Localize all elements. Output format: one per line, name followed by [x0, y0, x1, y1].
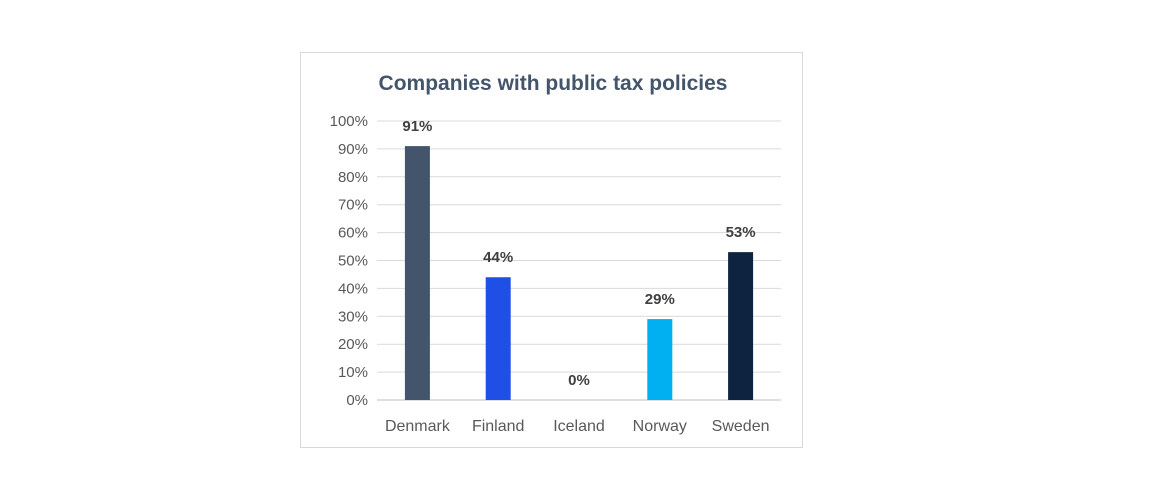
- y-tick-label: 60%: [338, 225, 368, 242]
- data-label-finland: 44%: [483, 249, 513, 266]
- x-tick-label-sweden: Sweden: [712, 418, 770, 435]
- y-tick-label: 30%: [338, 308, 368, 325]
- data-label-denmark: 91%: [402, 118, 432, 135]
- y-tick-label: 10%: [338, 364, 368, 381]
- x-tick-label-denmark: Denmark: [385, 418, 451, 435]
- bar-chart: Companies with public tax policies 0% 10%…: [330, 72, 781, 435]
- y-tick-label: 70%: [338, 197, 368, 214]
- chart-title: Companies with public tax policies: [379, 72, 728, 95]
- x-axis-ticks: Denmark Finland Iceland Norway Sweden: [385, 418, 770, 435]
- bar-sweden: [728, 252, 754, 400]
- x-tick-label-norway: Norway: [633, 418, 687, 435]
- y-tick-label: 80%: [338, 169, 368, 186]
- x-tick-label-iceland: Iceland: [553, 418, 605, 435]
- y-tick-label: 40%: [338, 280, 368, 297]
- data-label-norway: 29%: [645, 291, 675, 308]
- data-labels: 91% 44% 0% 29% 53%: [402, 118, 755, 389]
- gridlines: [377, 120, 781, 401]
- x-tick-label-finland: Finland: [472, 418, 524, 435]
- bar-denmark: [404, 146, 430, 400]
- y-tick-label: 20%: [338, 336, 368, 353]
- y-tick-label: 90%: [338, 141, 368, 158]
- y-axis-ticks: 0% 10% 20% 30% 40% 50% 60% 70% 80% 90% 100%: [330, 113, 368, 409]
- data-label-iceland: 0%: [568, 372, 590, 389]
- y-tick-label: 50%: [338, 253, 368, 270]
- bars: [404, 146, 754, 400]
- data-label-sweden: 53%: [726, 224, 756, 241]
- y-tick-label: 100%: [330, 113, 368, 130]
- y-tick-label: 0%: [346, 392, 368, 409]
- bar-finland: [485, 277, 511, 400]
- chart-frame: Companies with public tax policies 0% 10%…: [300, 52, 803, 448]
- bar-norway: [647, 319, 673, 400]
